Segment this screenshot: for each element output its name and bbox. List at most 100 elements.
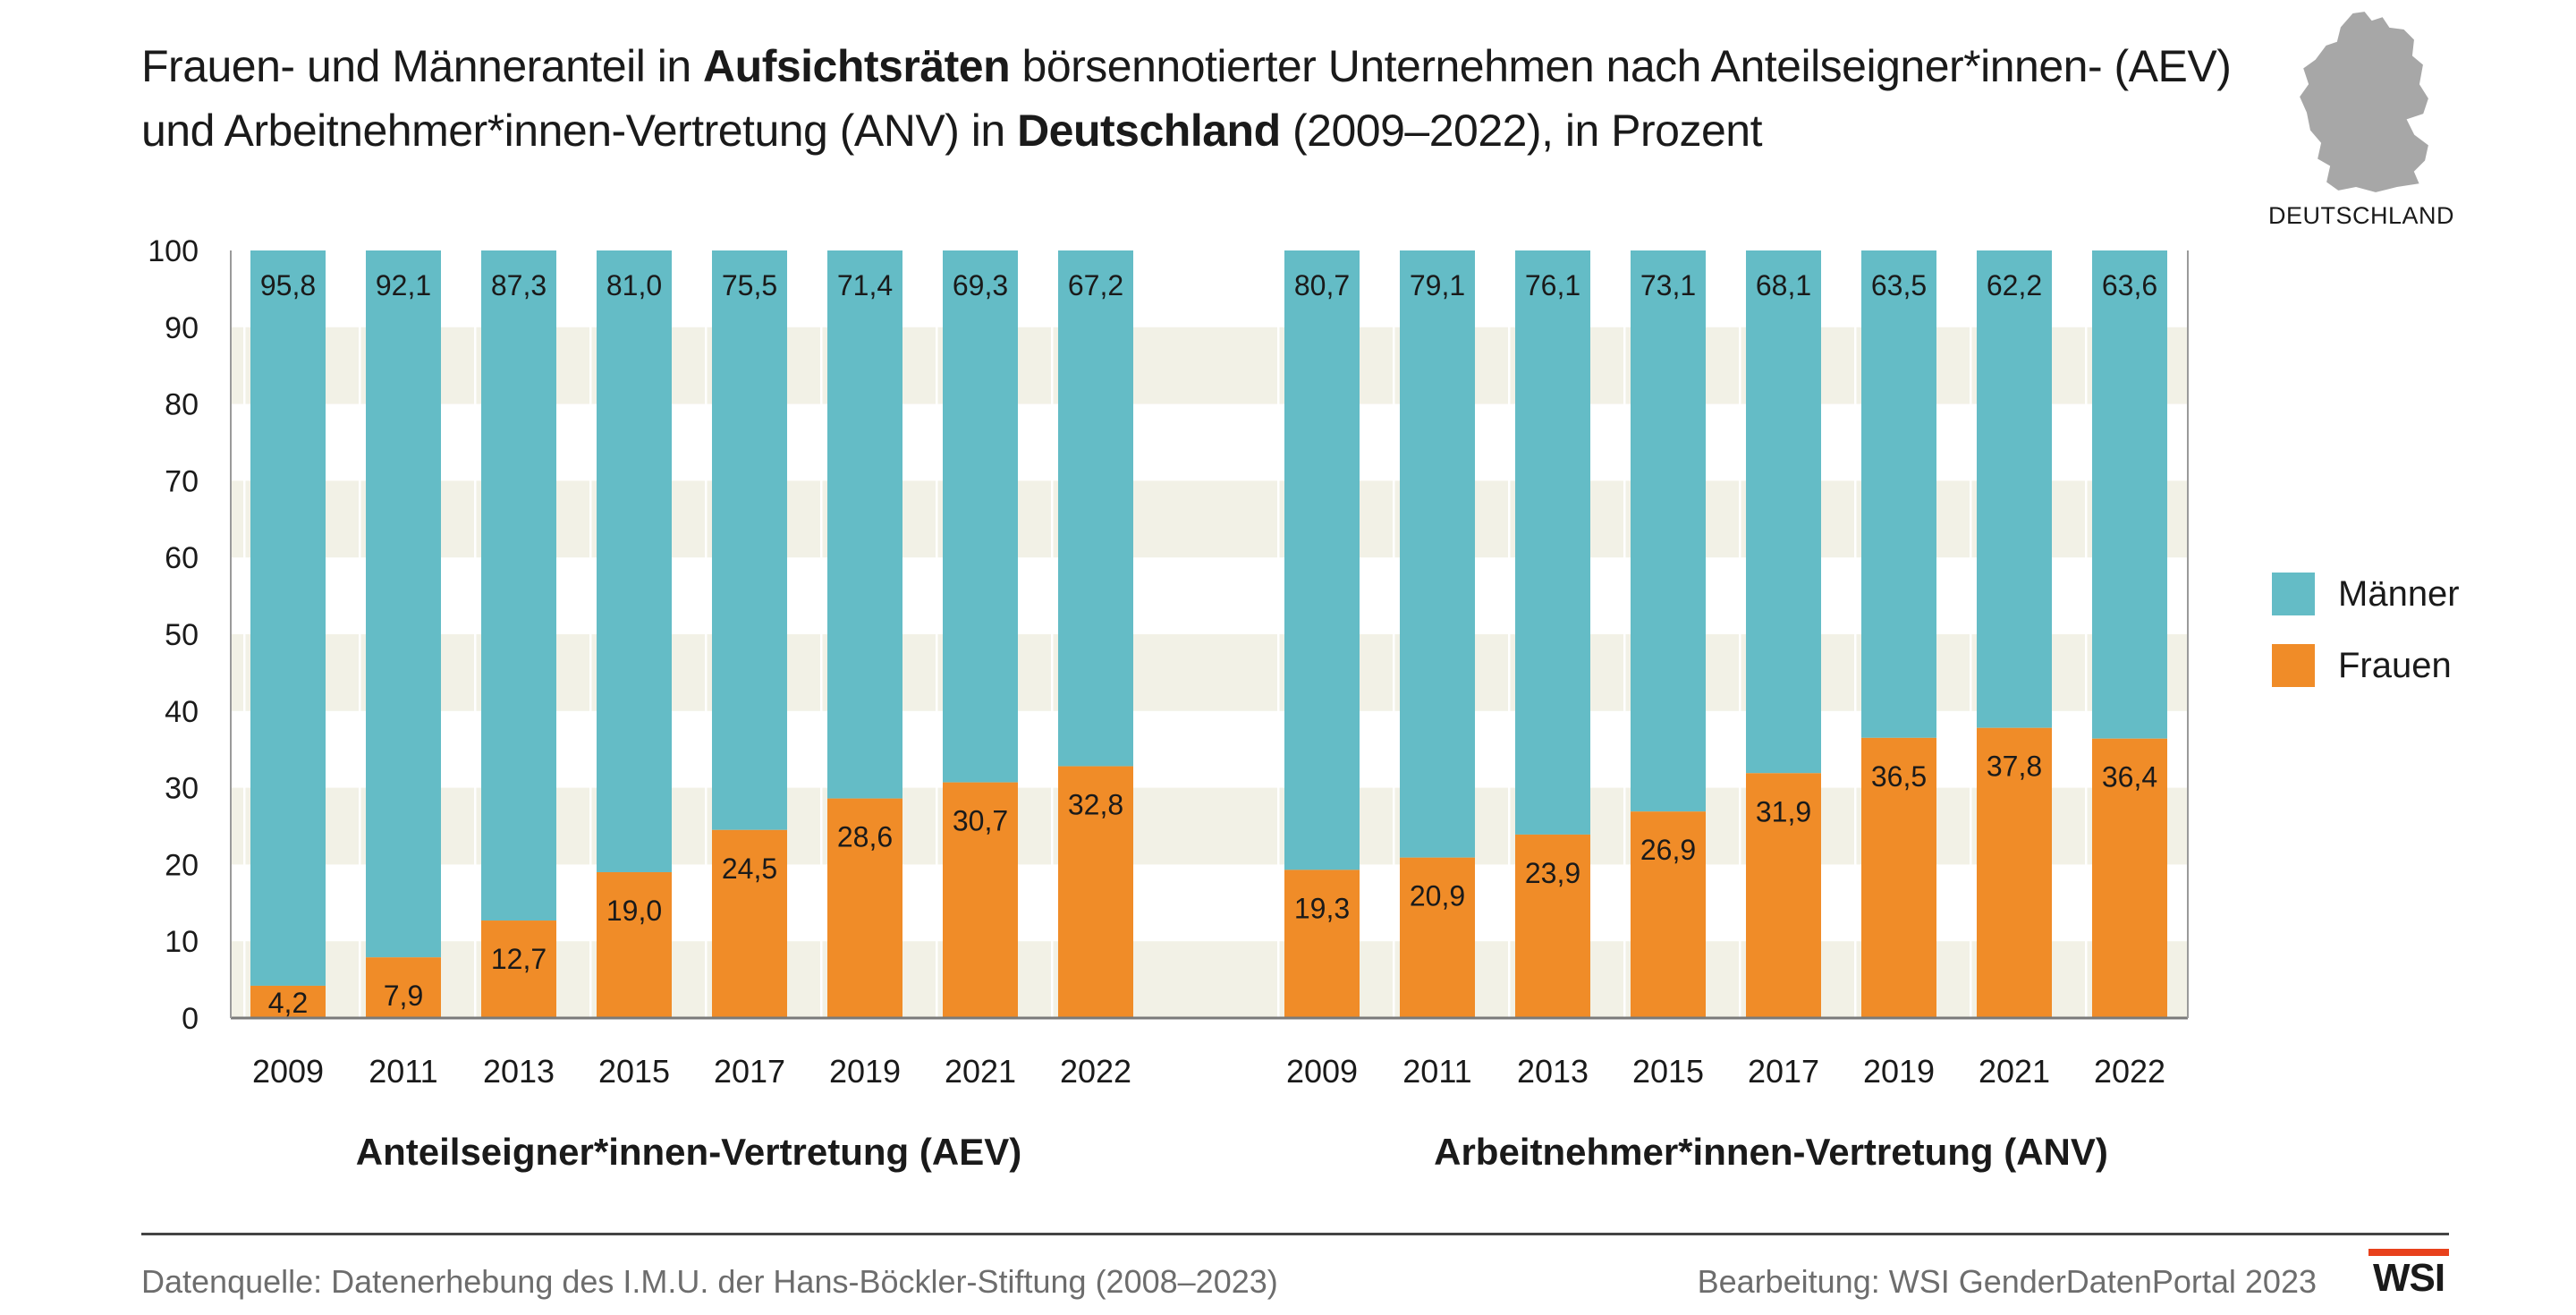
x-tick-label: 2009 (252, 1053, 324, 1090)
bar-frauen (250, 985, 326, 1018)
bar-separator (1739, 250, 1741, 1018)
x-tick-label: 2017 (714, 1053, 785, 1090)
logo-bar (2368, 1249, 2449, 1256)
bar-frauen (1058, 766, 1133, 1018)
bar-label-maenner: 62,2 (1987, 269, 2042, 301)
bar-maenner (1058, 250, 1133, 767)
x-tick-label: 2022 (2094, 1053, 2165, 1090)
bar-label-frauen: 19,0 (606, 895, 662, 927)
bar-separator (936, 250, 938, 1018)
x-tick-label: 2017 (1748, 1053, 1819, 1090)
bar-separator (1277, 250, 1280, 1018)
bar-label-maenner: 68,1 (1756, 269, 1811, 301)
footer-divider (141, 1233, 2449, 1235)
axis-lines (230, 250, 2189, 1020)
bar-frauen (1400, 857, 1475, 1018)
bar-maenner (1746, 250, 1821, 774)
x-tick-label: 2022 (1060, 1053, 1131, 1090)
bar-label-maenner: 71,4 (837, 269, 893, 301)
bar-separator (820, 250, 823, 1018)
bar-label-frauen: 7,9 (384, 980, 423, 1012)
y-tick-label: 50 (165, 618, 199, 652)
bar-separator (1393, 250, 1395, 1018)
x-tick-label: 2013 (1517, 1053, 1589, 1090)
x-tick-label: 2021 (1979, 1053, 2050, 1090)
bar-label-frauen: 12,7 (491, 943, 547, 975)
bar-maenner (1861, 250, 1936, 738)
bar-label-frauen: 26,9 (1640, 834, 1696, 866)
stacked-bar-chart: 0 10 20 30 40 50 60 70 80 90 100 95,8 4,2 2009 92,1 7,… (148, 234, 2189, 1090)
x-tick-label: 2019 (1863, 1053, 1935, 1090)
bar-maenner (1631, 250, 1706, 812)
bar-label-frauen: 36,4 (2102, 761, 2157, 793)
y-tick-label: 10 (165, 925, 199, 959)
x-tick-label: 2021 (945, 1053, 1016, 1090)
bar-frauen (1284, 870, 1360, 1018)
legend-item-frauen: Frauen (2272, 644, 2460, 687)
bar-frauen (2092, 738, 2167, 1018)
wsi-logo: WSI (2368, 1249, 2449, 1301)
title-text: Frauen- und Männeranteil in (141, 41, 704, 91)
bars: 95,8 4,2 2009 92,1 7,9 2011 87,3 12,7 2013 81,0 19… (243, 250, 2167, 1090)
y-tick-label: 60 (165, 541, 199, 575)
bar-maenner (250, 250, 326, 986)
bar-label-frauen: 32,8 (1068, 789, 1123, 821)
bar-separator (1623, 250, 1626, 1018)
bar-label-maenner: 75,5 (722, 269, 777, 301)
y-tick-label: 20 (165, 848, 199, 882)
y-tick-label: 70 (165, 464, 199, 498)
bar-label-maenner: 81,0 (606, 269, 662, 301)
y-tick-label: 80 (165, 388, 199, 422)
bar-separator (474, 250, 477, 1018)
y-axis-labels: 0 10 20 30 40 50 60 70 80 90 100 (148, 234, 199, 1036)
bar-frauen (827, 798, 902, 1018)
bar-separator (589, 250, 592, 1018)
legend: Männer Frauen (2272, 573, 2460, 716)
bar-label-frauen: 20,9 (1410, 880, 1465, 912)
bar-maenner (712, 250, 787, 830)
bar-label-frauen: 4,2 (268, 987, 308, 1019)
group-label-anv: Arbeitnehmer*innen-Vertretung (ANV) (1434, 1131, 2108, 1173)
title-bold: Aufsichtsräten (703, 41, 1011, 91)
credit-note: Bearbeitung: WSI GenderDatenPortal 2023 (1697, 1263, 2317, 1300)
bar-maenner (1284, 250, 1360, 870)
bar-label-frauen: 30,7 (953, 805, 1008, 837)
x-tick-label: 2011 (369, 1053, 437, 1090)
bar-frauen (1631, 811, 1706, 1018)
germany-map-icon (2297, 9, 2431, 195)
bar-label-maenner: 87,3 (491, 269, 547, 301)
bar-label-frauen: 28,6 (837, 821, 893, 853)
bar-label-frauen: 19,3 (1294, 892, 1350, 924)
bar-separator (1508, 250, 1511, 1018)
bar-label-maenner: 92,1 (376, 269, 431, 301)
group-label-aev: Anteilseigner*innen-Vertretung (AEV) (355, 1131, 1022, 1173)
bar-label-frauen: 36,5 (1871, 760, 1927, 793)
bar-maenner (597, 250, 672, 872)
bar-separator (1854, 250, 1857, 1018)
bar-label-maenner: 63,6 (2102, 269, 2157, 301)
y-tick-label: 0 (182, 1002, 199, 1036)
title-bold: Deutschland (1017, 106, 1281, 156)
bar-separator (2085, 250, 2088, 1018)
bar-maenner (1515, 250, 1590, 835)
bar-separator (243, 250, 246, 1018)
y-tick-label: 100 (148, 234, 199, 268)
x-tick-label: 2019 (829, 1053, 901, 1090)
x-tick-label: 2011 (1402, 1053, 1471, 1090)
x-tick-label: 2009 (1286, 1053, 1358, 1090)
y-tick-label: 40 (165, 695, 199, 729)
chart-title: Frauen- und Männeranteil in Aufsichtsrät… (141, 34, 2252, 163)
bar-frauen (1746, 773, 1821, 1018)
bar-maenner (943, 250, 1018, 783)
title-text: (2009–2022), in Prozent (1280, 106, 1762, 156)
bar-frauen (481, 920, 556, 1018)
bar-maenner (1400, 250, 1475, 858)
bar-maenner (481, 250, 556, 921)
bar-maenner (366, 250, 441, 958)
bar-frauen (943, 782, 1018, 1018)
bar-frauen (1977, 727, 2052, 1018)
bar-label-maenner: 79,1 (1410, 269, 1465, 301)
bar-frauen (1861, 737, 1936, 1018)
bar-separator (359, 250, 361, 1018)
title-text: börsennotierter Unternehmen nach Anteils… (1010, 41, 2232, 91)
